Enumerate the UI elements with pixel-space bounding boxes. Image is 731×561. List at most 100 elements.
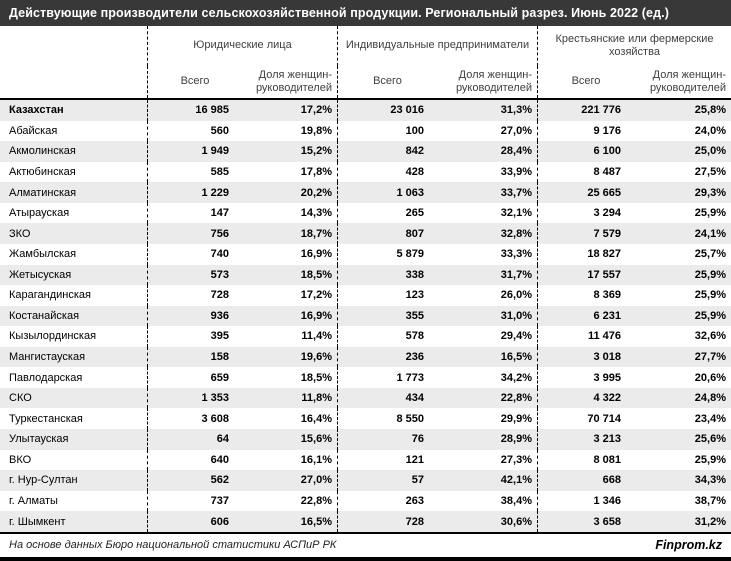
value-cell: 22,8% xyxy=(500,392,532,405)
region-cell: Улытауская xyxy=(9,433,69,446)
value-cell: 158 xyxy=(147,346,242,368)
value-cell: 42,1% xyxy=(500,474,532,487)
value-cell: 3 995 xyxy=(537,367,634,388)
value-cell: 15,6% xyxy=(300,433,332,446)
value-cell: 8 369 xyxy=(537,285,634,306)
table-row: Карагандинская 728 17,2% 123 26,0% 8 369 25,9% xyxy=(0,285,731,306)
value-cell: 6 231 xyxy=(537,305,634,327)
value-cell: 33,9% xyxy=(500,165,532,178)
table-row: СКО 1 353 11,8% 434 22,8% 4 322 24,8% xyxy=(0,387,731,409)
value-cell: 355 xyxy=(337,305,437,327)
table-row: Жетысуская 573 18,5% 338 31,7% 17 557 25,9% xyxy=(0,264,731,286)
value-cell: 25,8% xyxy=(694,104,726,117)
value-cell: 31,3% xyxy=(500,104,532,117)
value-cell: 28,9% xyxy=(500,433,532,446)
value-cell: 17 557 xyxy=(537,264,634,286)
value-cell: 16,9% xyxy=(300,309,332,322)
value-cell: 25,7% xyxy=(694,248,726,261)
table-row: г. Шымкент 606 16,5% 728 30,6% 3 658 31,2% xyxy=(0,511,731,532)
value-cell: 3 294 xyxy=(537,202,634,224)
region-cell: Абайская xyxy=(9,124,58,137)
page-title: Действующие производители сельскохозяйст… xyxy=(0,0,731,26)
value-cell: 728 xyxy=(337,511,437,532)
value-cell: 640 xyxy=(147,449,242,471)
value-cell: 15,2% xyxy=(300,145,332,158)
value-cell: 33,3% xyxy=(500,248,532,261)
value-cell: 16,5% xyxy=(300,515,332,528)
region-cell: г. Нур-Султан xyxy=(9,474,78,487)
region-cell: Карагандинская xyxy=(9,289,91,302)
table-footer: На основе данных Бюро национальной стати… xyxy=(0,534,731,557)
region-cell: Костанайская xyxy=(9,309,80,322)
value-cell: 8 081 xyxy=(537,449,634,471)
value-cell: 3 658 xyxy=(537,511,634,532)
value-cell: 606 xyxy=(147,511,242,532)
region-cell: СКО xyxy=(9,392,32,405)
value-cell: 25,0% xyxy=(694,145,726,158)
value-cell: 1 346 xyxy=(537,490,634,512)
value-cell: 20,6% xyxy=(694,371,726,384)
value-cell: 573 xyxy=(147,264,242,286)
region-cell: ВКО xyxy=(9,453,32,466)
value-cell: 27,7% xyxy=(694,351,726,364)
column-group-farm-households: Крестьянские или фермерские хозяйства xyxy=(537,26,731,66)
value-cell: 23,4% xyxy=(694,412,726,425)
value-cell: 25,9% xyxy=(694,309,726,322)
value-cell: 3 018 xyxy=(537,346,634,368)
value-cell: 27,3% xyxy=(500,453,532,466)
value-cell: 25,6% xyxy=(694,433,726,446)
value-cell: 22,8% xyxy=(300,494,332,507)
value-cell: 395 xyxy=(147,326,242,347)
value-cell: 18 827 xyxy=(537,243,634,265)
value-cell: 1 229 xyxy=(147,182,242,203)
value-cell: 27,0% xyxy=(500,124,532,137)
value-cell: 29,4% xyxy=(500,330,532,343)
value-cell: 70 714 xyxy=(537,408,634,429)
value-cell: 20,2% xyxy=(300,186,332,199)
value-cell: 562 xyxy=(147,470,242,491)
region-column-header xyxy=(0,26,147,98)
value-cell: 842 xyxy=(337,141,437,162)
region-cell: Кызылординская xyxy=(9,330,97,343)
table-row: Туркестанская 3 608 16,4% 8 550 29,9% 70 714 2… xyxy=(0,408,731,429)
table-row: Атырауская 147 14,3% 265 32,1% 3 294 25,9% xyxy=(0,202,731,224)
value-cell: 3 213 xyxy=(537,429,634,450)
value-cell: 7 579 xyxy=(537,223,634,244)
value-cell: 5 879 xyxy=(337,243,437,265)
value-cell: 578 xyxy=(337,326,437,347)
value-cell: 265 xyxy=(337,202,437,224)
value-cell: 25 665 xyxy=(537,182,634,203)
table-row: Алматинская 1 229 20,2% 1 063 33,7% 25 665 29,… xyxy=(0,182,731,203)
region-cell: г. Шымкент xyxy=(9,515,66,528)
value-cell: 585 xyxy=(147,161,242,183)
value-cell: 560 xyxy=(147,120,242,142)
value-cell: 236 xyxy=(337,346,437,368)
value-cell: 428 xyxy=(337,161,437,183)
finprom-logo: Finprom.kz xyxy=(655,538,722,553)
table-row: ВКО 640 16,1% 121 27,3% 8 081 25,9% xyxy=(0,449,731,471)
subheader-women-share-ip: Доля женщин-руководителей xyxy=(455,68,532,94)
value-cell: 121 xyxy=(337,449,437,471)
value-cell: 1 773 xyxy=(337,367,437,388)
table-row: Улытауская 64 15,6% 76 28,9% 3 213 25,6% xyxy=(0,429,731,450)
value-cell: 659 xyxy=(147,367,242,388)
value-cell: 27,5% xyxy=(694,165,726,178)
region-cell: Казахстан xyxy=(9,104,64,117)
value-cell: 38,7% xyxy=(694,494,726,507)
table-body: Казахстан 16 985 17,2% 23 016 31,3% 221 776 25… xyxy=(0,100,731,534)
value-cell: 740 xyxy=(147,243,242,265)
region-cell: ЗКО xyxy=(9,227,31,240)
column-group-individual-entrepreneurs: Индивидуальные предприниматели xyxy=(337,26,537,66)
value-cell: 11,4% xyxy=(301,330,332,343)
value-cell: 30,6% xyxy=(500,515,532,528)
value-cell: 728 xyxy=(147,285,242,306)
table-row: Костанайская 936 16,9% 355 31,0% 6 231 25,9% xyxy=(0,305,731,327)
value-cell: 16,1% xyxy=(300,453,332,466)
value-cell: 16,5% xyxy=(500,351,532,364)
table-row: Павлодарская 659 18,5% 1 773 34,2% 3 995 20,6% xyxy=(0,367,731,388)
value-cell: 936 xyxy=(147,305,242,327)
region-cell: Павлодарская xyxy=(9,371,83,384)
value-cell: 16,4% xyxy=(300,412,332,425)
value-cell: 18,7% xyxy=(300,227,332,240)
